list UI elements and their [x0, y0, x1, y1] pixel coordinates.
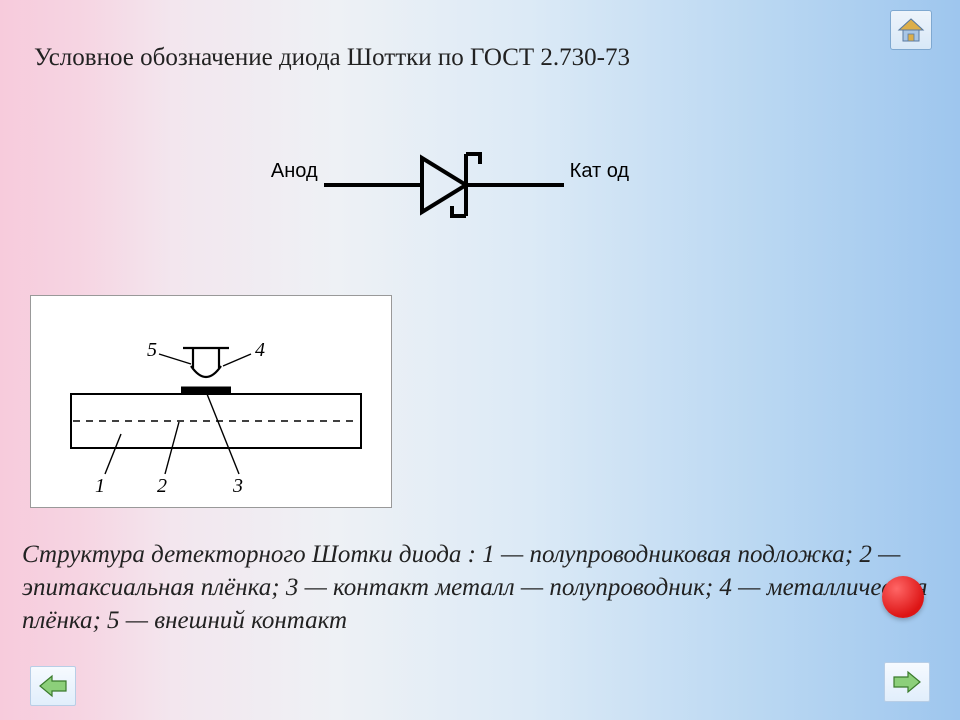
structure-caption: Структура детекторного Шотки диода : 1 —… [22, 538, 932, 637]
svg-text:1: 1 [95, 475, 105, 496]
home-icon [897, 17, 925, 43]
schottky-symbol-svg [324, 140, 564, 230]
schottky-symbol-figure: Анод Кат од [190, 110, 710, 260]
symbol-row: Анод Кат од [271, 140, 629, 230]
prev-button[interactable] [30, 666, 76, 706]
structure-diagram-svg: 5 4 1 2 3 [41, 306, 381, 496]
slide-title: Условное обозначение диода Шоттки по ГОС… [34, 44, 630, 72]
arrow-left-icon [38, 674, 68, 698]
svg-text:3: 3 [232, 475, 243, 496]
svg-text:4: 4 [255, 339, 265, 361]
home-button[interactable] [890, 10, 932, 50]
svg-text:5: 5 [147, 339, 157, 361]
decorative-dot [882, 576, 924, 618]
cathode-label: Кат од [570, 160, 629, 183]
structure-diagram-box: 5 4 1 2 3 [30, 295, 392, 508]
svg-text:2: 2 [157, 475, 167, 496]
next-button[interactable] [884, 662, 930, 702]
slide: Условное обозначение диода Шоттки по ГОС… [0, 0, 960, 720]
anode-label: Анод [271, 160, 318, 183]
arrow-right-icon [892, 670, 922, 694]
